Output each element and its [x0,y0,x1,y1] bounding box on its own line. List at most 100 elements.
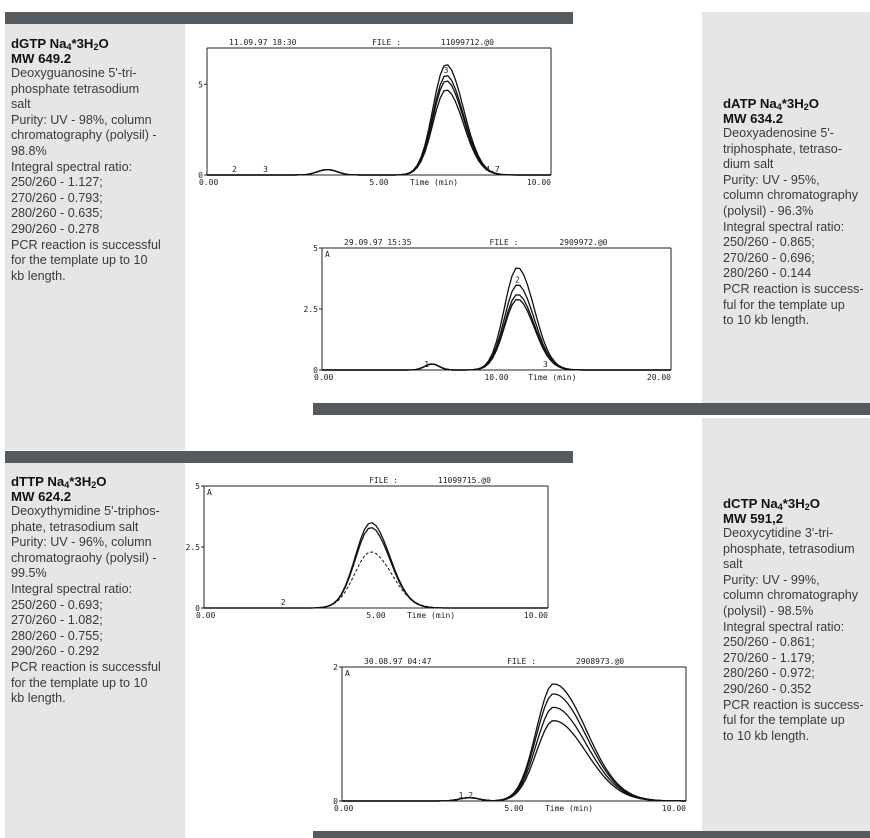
description-line: Deoxycytidine 3'-tri- [723,526,834,540]
description-line: column chromatography [723,588,859,603]
formula-sub: 2 [803,102,809,112]
y-tick-label: 0 [195,604,200,613]
peak-curve [207,64,551,176]
y-tick-label: 5 [198,80,203,89]
x-tick-label: 10.00 [484,373,508,382]
description-line: Deoxythymidine 5'-triphos- [11,504,160,518]
chart-corner-label: A [325,250,330,259]
compound-formula: dGTP Na4*3H2O [11,36,186,52]
peak-curve [207,80,551,176]
description-line: 99.5% [11,566,47,581]
description-line: 270/260 - 1.082; [11,613,103,628]
chart-corner-label: A [207,488,212,497]
baseline-label: 1 [424,360,429,369]
compound-dttp: dTTP Na4*3H2O MW 624.2 Deoxythymidine 5'-t… [11,474,186,707]
description-line: Integral spectral ratio: [11,581,133,596]
description-line: 250/260 - 1.127; [11,175,103,190]
chart-svg: 29.09.97 15:35 FILE : 2909972.@0 A5 2.5 00.00… [304,238,672,382]
x-tick-label: 0.00 [199,178,218,187]
description-line: 290/260 - 0.292 [11,644,100,659]
x-tick-label: 0.00 [314,373,333,382]
x-tick-label: 10.00 [524,611,548,620]
peak-curve [342,720,686,802]
description-line: kb length. [11,268,66,283]
molecular-weight: MW 591,2 [723,511,784,526]
baseline-label: 3 [543,360,548,369]
formula-mid: *3H [781,96,804,111]
description-line: (polysil) - 96.3% [723,203,814,218]
formula-mid: *3H [69,474,92,489]
peak-curve [204,527,548,609]
formula-name: dCTP Na [723,496,778,511]
side-panel-datp [702,12,870,403]
description-line: Integral spectral ratio: [11,159,133,174]
molecular-weight: MW 624.2 [11,489,72,504]
description-line: chromatograohy (polysil) - [11,550,157,565]
footer-bar-dctp [313,831,870,838]
description-line: 280/260 - 0.755; [11,628,103,643]
peak-curve [322,284,671,371]
description-line: kb length. [11,691,66,706]
chromatogram-dgtp: 11.09.97 18:30 FILE : 11099712.@0 5 0 0.00 5.0… [195,36,555,191]
description-line: ful for the template up [723,297,845,312]
description-line: PCR reaction is success- [723,697,864,712]
description-line: Purity: UV - 95%, [723,172,820,187]
molecular-weight: MW 649.2 [11,51,72,66]
compound-formula: dTTP Na4*3H2O [11,474,186,490]
x-tick-label: 5.00 [366,611,385,620]
y-tick-label: 2.5 [304,305,319,314]
description-line: Integral spectral ratio: [723,219,845,234]
baseline-label: 2 [232,165,237,174]
description-line: phosphate tetrasodium [11,81,140,96]
formula-name: dTTP Na [11,474,65,489]
description-line: for the template up to 10 [11,253,148,268]
molecular-weight: MW 634.2 [723,111,784,126]
x-tick-label: 5.00 [504,804,523,813]
compound-formula: dATP Na4*3H2O [723,96,870,112]
description-line: phate, tetrasodium salt [11,519,139,534]
formula-end: O [96,474,107,489]
description-line: Integral spectral ratio: [723,619,845,634]
peak-curve [342,693,686,802]
side-panel-dctp [702,418,870,831]
description-line: salt [723,557,743,572]
peak-curve-dashed [204,551,548,609]
chart-frame [206,47,552,176]
description-line: column chromatography [723,188,859,203]
chart-file-name: 11099715.@0 [438,476,491,485]
peak-curve [322,294,671,371]
description-line: 280/260 - 0.972; [723,666,815,681]
chart-svg: FILE : 11099715.@0 A5 2.5 00.00 5.00 10.00 Time… [186,476,549,620]
chart-frame [341,666,687,802]
compound-datp: dATP Na4*3H2O MW 634.2 Deoxyadenosine 5'- t… [723,96,870,329]
formula-sub: 4 [776,102,782,112]
peak-curve [342,706,686,802]
description-line: PCR reaction is success- [723,281,864,296]
footer-bar-datp [313,403,870,415]
y-tick-label: 5 [195,482,200,491]
chart-svg: 11.09.97 18:30 FILE : 11099712.@0 5 00.00 5.0… [198,38,552,187]
y-tick-label: 0 [313,366,318,375]
description-line: dium salt [723,157,774,172]
header-bar-top [5,12,573,24]
y-tick-label: 5 [313,244,318,253]
formula-sub: 4 [64,480,70,490]
peak-curve [207,74,551,176]
description-line: 250/260 - 0.865; [723,235,815,250]
formula-mid: *3H [71,36,94,51]
chart-svg: 30.08.97 04:47 FILE : 2908973.@0 A2 00.00 5.0… [333,657,687,813]
description-line: 250/260 - 0.693; [11,597,103,612]
formula-sub: 4 [66,42,72,52]
chart-file-label: FILE : [507,657,536,666]
description-line: Deoxyadenosine 5'- [723,126,834,140]
chart-date: 11.09.97 18:30 [229,38,297,47]
side-panel-dgtp [5,24,185,450]
description-line: 98.8% [11,143,47,158]
peak-label: 3 [444,66,449,75]
x-tick-label: 10.00 [527,178,551,187]
description-line: chromatography (polysil) - [11,128,157,143]
x-axis-label: Time (min) [407,611,455,620]
formula-end: O [808,96,820,111]
description-line: PCR reaction is successful [11,237,161,252]
description-line: salt [11,97,31,112]
